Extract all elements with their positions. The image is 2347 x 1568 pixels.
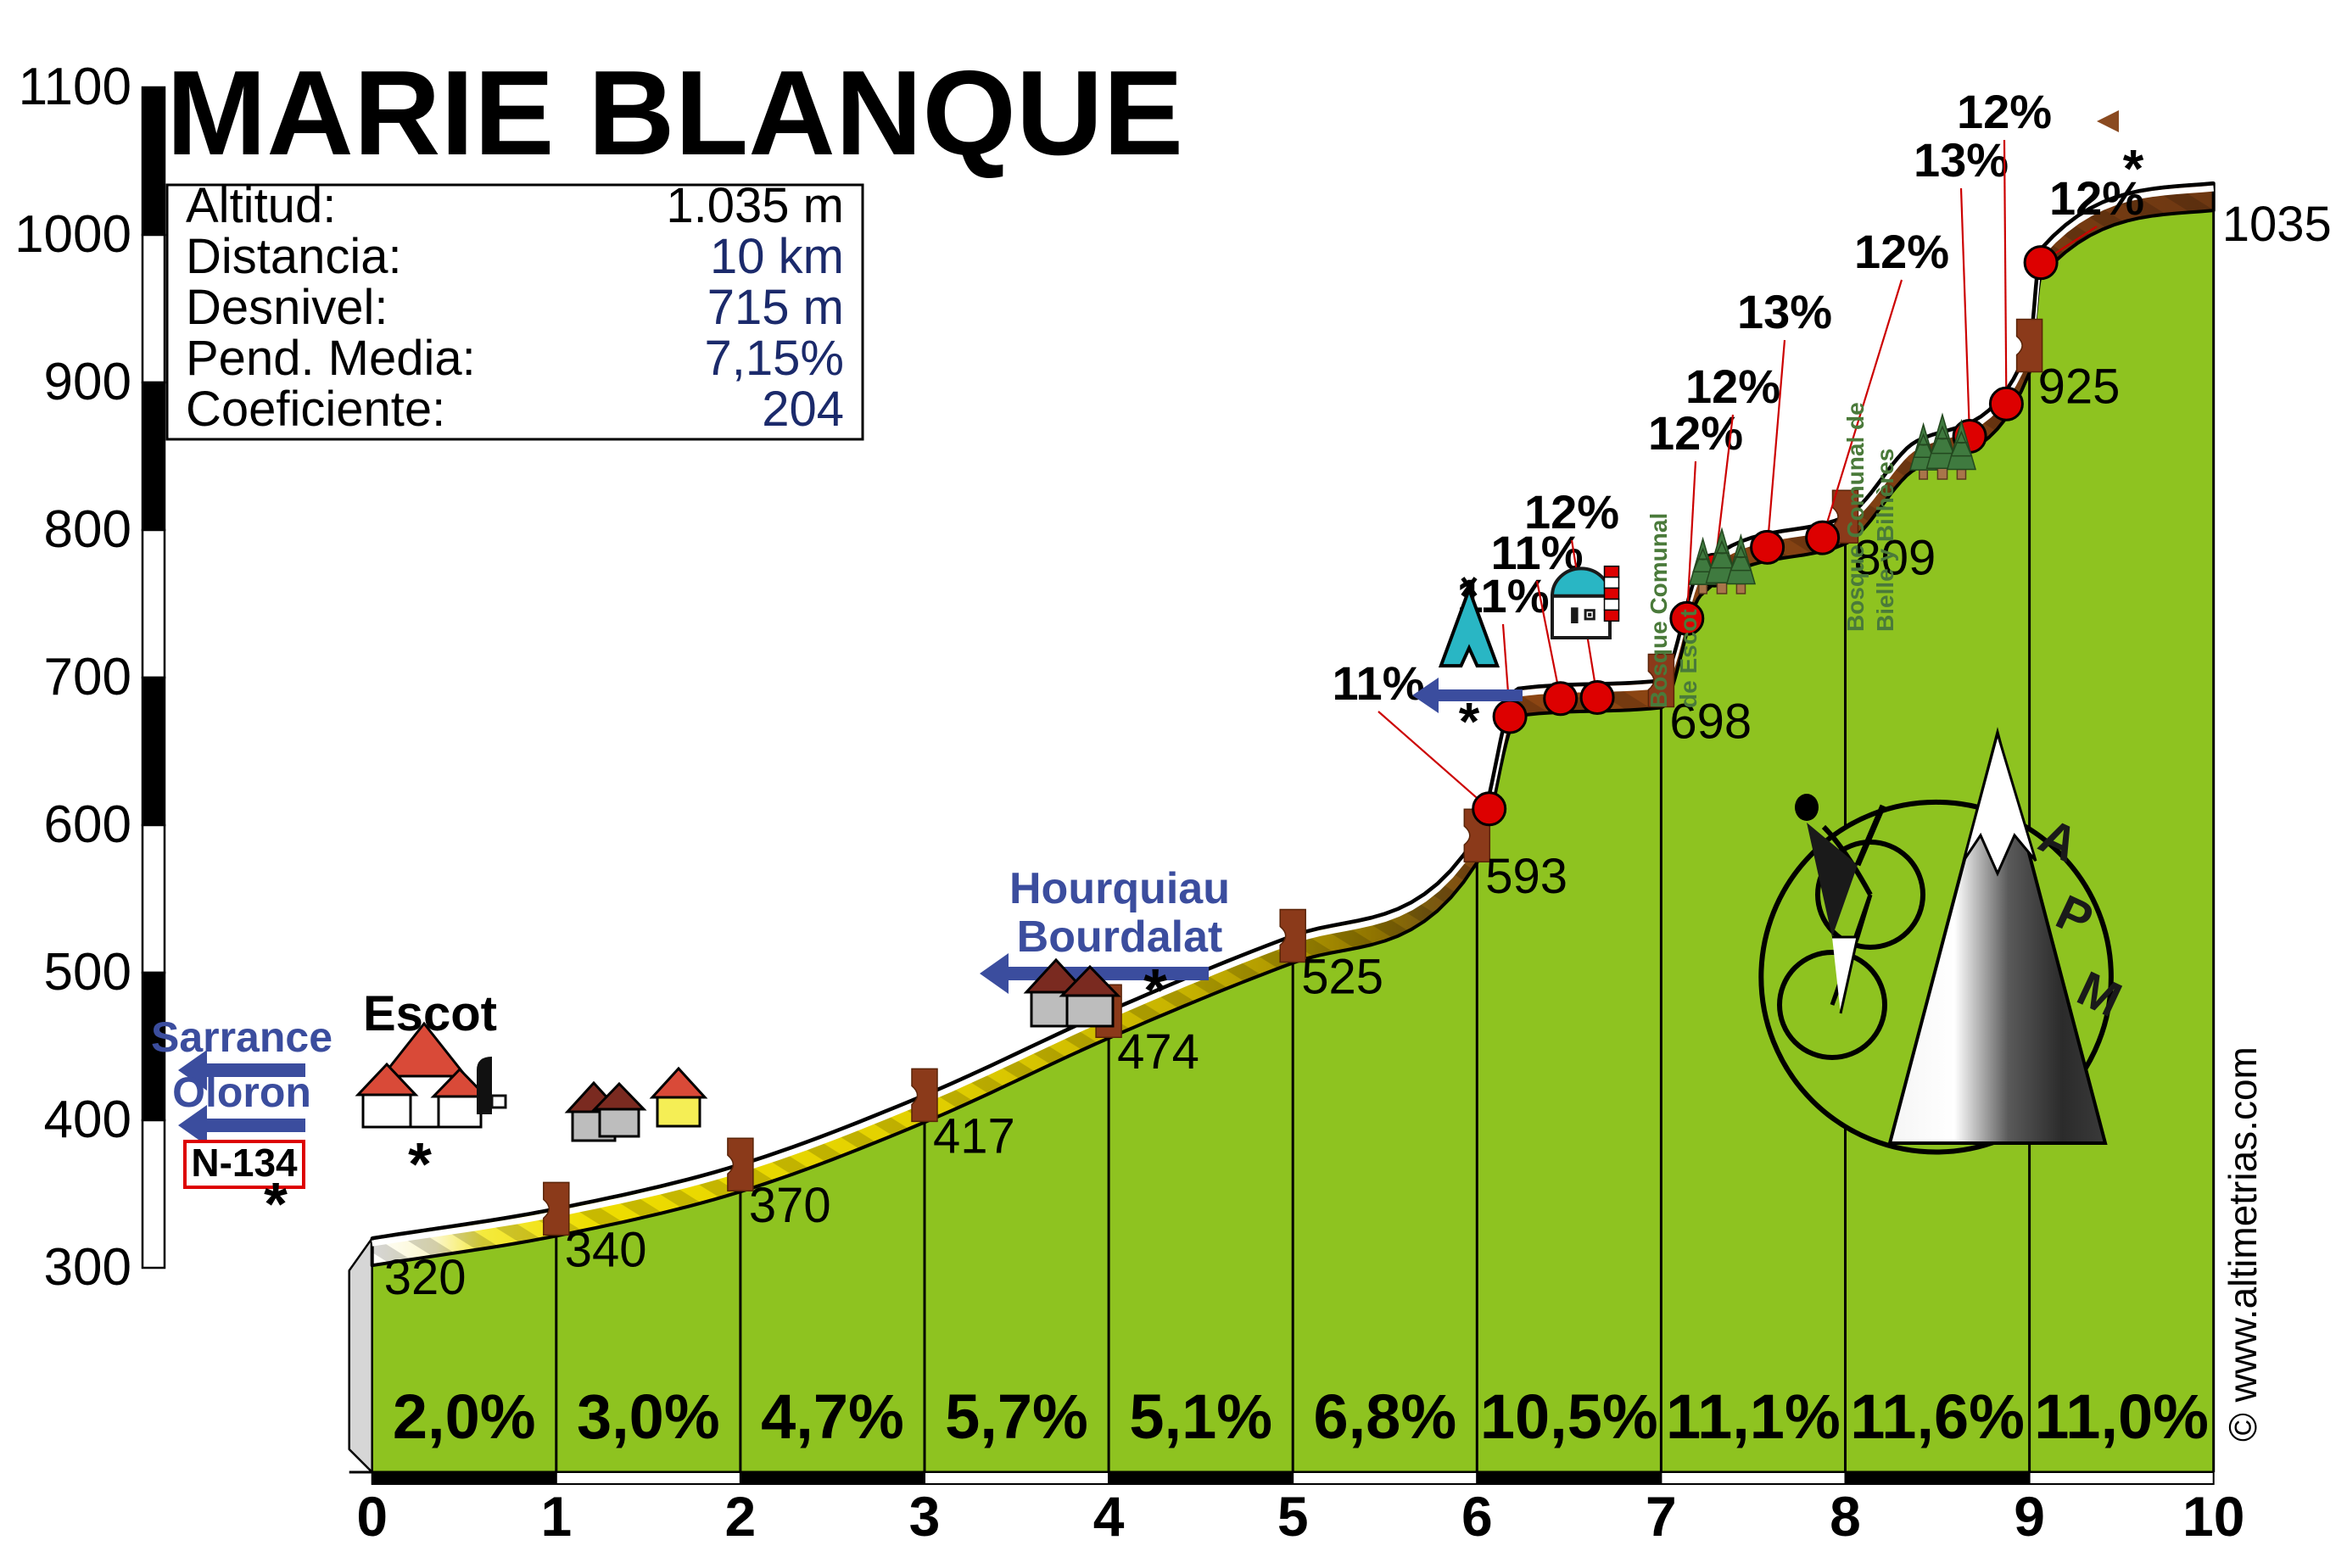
svg-text:Coeficiente:: Coeficiente:: [186, 382, 445, 437]
svg-text:11%: 11%: [1333, 656, 1425, 710]
svg-text:715 m: 715 m: [707, 280, 844, 335]
svg-text:*: *: [264, 1170, 288, 1238]
svg-text:2: 2: [725, 1485, 757, 1548]
svg-text:1035: 1035: [2222, 197, 2332, 252]
svg-text:5,1%: 5,1%: [1129, 1381, 1272, 1452]
svg-text:3,0%: 3,0%: [577, 1381, 720, 1452]
svg-text:7: 7: [1646, 1485, 1677, 1548]
svg-text:Bosque Comunal: Bosque Comunal: [1646, 513, 1672, 708]
svg-text:417: 417: [933, 1108, 1015, 1163]
svg-text:8: 8: [1830, 1485, 1861, 1548]
svg-text:Distancia:: Distancia:: [186, 229, 402, 284]
svg-text:11,6%: 11,6%: [1850, 1381, 2025, 1452]
svg-text:11,0%: 11,0%: [2034, 1381, 2209, 1452]
svg-text:0: 0: [356, 1485, 388, 1548]
svg-text:1000: 1000: [14, 205, 131, 264]
svg-text:de Escot: de Escot: [1675, 609, 1702, 708]
svg-text:Altitud:: Altitud:: [186, 178, 336, 233]
svg-text:MARIE BLANQUE: MARIE BLANQUE: [166, 46, 1183, 181]
svg-text:800: 800: [44, 500, 131, 559]
svg-text:10 km: 10 km: [710, 229, 844, 284]
svg-text:3: 3: [909, 1485, 941, 1548]
svg-text:2,0%: 2,0%: [393, 1381, 536, 1452]
svg-text:6,8%: 6,8%: [1313, 1381, 1456, 1452]
svg-text:10: 10: [2182, 1485, 2244, 1548]
svg-text:1: 1: [540, 1485, 572, 1548]
svg-text:11,1%: 11,1%: [1666, 1381, 1841, 1452]
svg-text:4: 4: [1093, 1485, 1125, 1548]
svg-text:400: 400: [44, 1091, 131, 1149]
svg-text:12%: 12%: [1685, 360, 1780, 413]
svg-text:Sarrance: Sarrance: [151, 1013, 332, 1061]
svg-text:12%: 12%: [1524, 485, 1619, 538]
svg-text:300: 300: [44, 1238, 131, 1297]
svg-text:700: 700: [44, 648, 131, 706]
svg-text:12%: 12%: [1957, 85, 2052, 138]
svg-text:*: *: [408, 1130, 432, 1198]
svg-text:© www.altimetrias.com: © www.altimetrias.com: [2221, 1046, 2265, 1442]
svg-text:Bielle y Bilhères: Bielle y Bilhères: [1872, 449, 1898, 632]
svg-text:320: 320: [384, 1250, 467, 1305]
svg-text:*: *: [1459, 693, 1480, 752]
svg-text:370: 370: [749, 1178, 831, 1233]
svg-text:Oloron: Oloron: [172, 1069, 311, 1116]
svg-text:Pend. Media:: Pend. Media:: [186, 331, 476, 386]
svg-text:1.035 m: 1.035 m: [666, 178, 844, 233]
svg-text:*: *: [1143, 957, 1167, 1024]
svg-text:7,15%: 7,15%: [705, 331, 844, 386]
svg-text:10,5%: 10,5%: [1480, 1381, 1658, 1452]
svg-text:1100: 1100: [19, 58, 131, 116]
svg-text:Hourquiau: Hourquiau: [1009, 864, 1230, 913]
svg-text:9: 9: [2014, 1485, 2045, 1548]
svg-text:13%: 13%: [1737, 285, 1832, 338]
svg-text:6: 6: [1461, 1485, 1493, 1548]
svg-text:925: 925: [2038, 360, 2121, 415]
svg-text:5: 5: [1277, 1485, 1309, 1548]
svg-text:593: 593: [1485, 849, 1567, 904]
svg-text:900: 900: [44, 353, 131, 411]
svg-text:500: 500: [44, 943, 131, 1002]
svg-text:5,7%: 5,7%: [945, 1381, 1088, 1452]
svg-text:474: 474: [1117, 1024, 1199, 1080]
svg-text:12%: 12%: [1854, 225, 1949, 278]
svg-text:Desnivel:: Desnivel:: [186, 280, 388, 335]
svg-text:Bosque Comunal de: Bosque Comunal de: [1842, 402, 1869, 632]
svg-text:204: 204: [762, 382, 844, 437]
svg-text:*: *: [2123, 140, 2144, 199]
svg-text:525: 525: [1301, 950, 1383, 1005]
svg-text:13%: 13%: [1914, 133, 2009, 187]
svg-text:Bourdalat: Bourdalat: [1017, 912, 1223, 962]
svg-text:340: 340: [565, 1222, 647, 1277]
svg-text:4,7%: 4,7%: [761, 1381, 904, 1452]
svg-text:600: 600: [44, 795, 131, 854]
